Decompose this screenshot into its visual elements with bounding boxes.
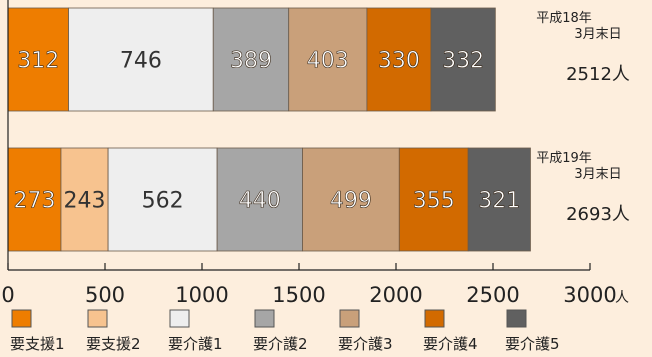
- data-label: 746: [120, 49, 162, 74]
- legend-label: 要介護2: [253, 335, 308, 353]
- legend-swatch: [254, 309, 275, 328]
- bar-segment: [288, 7, 368, 112]
- data-label: 562: [142, 189, 184, 214]
- legend-label: 要介護3: [338, 335, 393, 353]
- bar-segment: [398, 147, 469, 252]
- legend-label: 要支援1: [10, 335, 65, 353]
- bar-segment: [7, 7, 69, 112]
- bar-segment: [68, 7, 214, 112]
- data-label: 355: [413, 189, 455, 214]
- data-label: 403: [307, 49, 349, 74]
- bar-segment: [60, 147, 109, 252]
- bar-segment: [302, 147, 400, 252]
- legend-swatch: [169, 309, 190, 328]
- x-tick-label: 3000: [563, 283, 616, 307]
- legend-swatch: [87, 309, 108, 328]
- legend-swatch: [506, 309, 527, 328]
- x-tick-label: 1000: [175, 283, 228, 307]
- x-tick-label: 2000: [369, 283, 422, 307]
- legend-swatch: [339, 309, 360, 328]
- legend-label: 要介護5: [505, 335, 560, 353]
- x-tick-label: 2500: [466, 283, 519, 307]
- bar-segment: [107, 147, 218, 252]
- data-label: 332: [442, 49, 484, 74]
- legend-label: 要介護1: [168, 335, 223, 353]
- x-tick-label: 0: [1, 283, 14, 307]
- legend-label: 要支援2: [86, 335, 141, 353]
- bar-segment: [467, 147, 531, 252]
- bar-period-label: 3月末日: [574, 167, 621, 182]
- x-tick-label: 1500: [272, 283, 325, 307]
- data-label: 440: [239, 189, 281, 214]
- data-label: 389: [230, 49, 272, 74]
- bar-segment: [212, 7, 290, 112]
- bar-period-label: 3月末日: [574, 27, 621, 42]
- data-label: 321: [478, 189, 520, 214]
- x-axis-unit: 人: [615, 290, 629, 306]
- legend-label: 要介護4: [423, 335, 478, 353]
- bar-segment: [430, 7, 496, 112]
- legend-swatch: [424, 309, 445, 328]
- bar-total-label: 2512人: [566, 64, 630, 85]
- bar-segment: [216, 147, 303, 252]
- bar-period-label: 平成19年: [536, 151, 592, 166]
- data-label: 243: [64, 189, 106, 214]
- bar-total-label: 2693人: [566, 204, 630, 225]
- bar-period-label: 平成18年: [536, 11, 592, 26]
- data-label: 499: [330, 189, 372, 214]
- data-label: 273: [13, 189, 55, 214]
- data-label: 330: [378, 49, 420, 74]
- data-label: 312: [17, 49, 59, 74]
- legend: 要支援1 要支援2 要介護1 要介護2 要介護3 要介護4 要介護5: [10, 309, 560, 353]
- legend-swatch: [11, 309, 32, 328]
- x-tick-label: 500: [85, 283, 125, 307]
